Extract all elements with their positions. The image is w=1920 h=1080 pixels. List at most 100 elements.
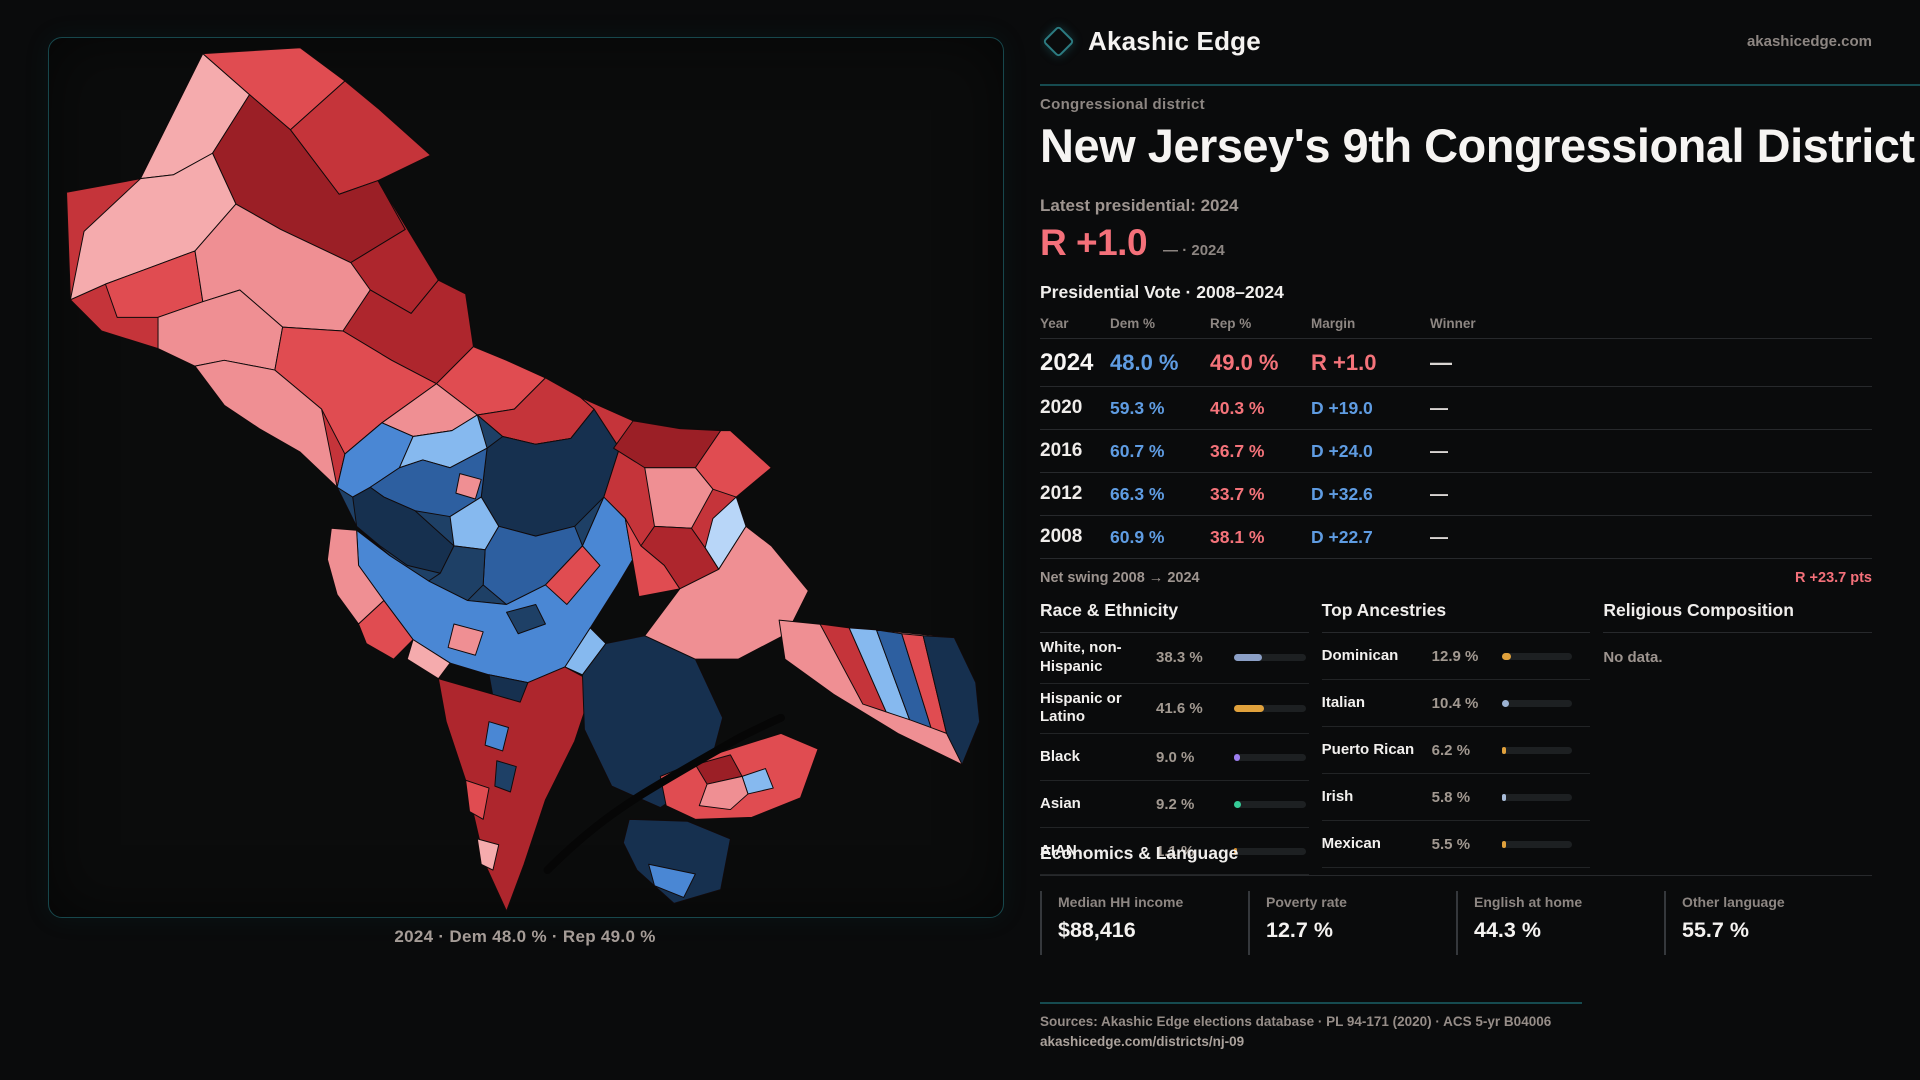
vote-table-header: Year Dem % Rep % Margin Winner [1040, 309, 1872, 339]
precinct-region [437, 666, 595, 912]
vote-dem-cell: 48.0 % [1110, 349, 1179, 375]
demographic-bar-fill [1501, 652, 1511, 660]
col-winner: Winner [1430, 316, 1476, 331]
col-rep: Rep % [1210, 316, 1252, 331]
vote-rep-cell: 38.1 % [1210, 526, 1265, 547]
precinct-region [624, 518, 681, 598]
net-swing-row: Net swing 2008 → 2024 R +23.7 pts [1040, 570, 1872, 586]
demographic-value: 10.4 % [1431, 694, 1479, 712]
stat-card: Other language 55.7 % [1664, 891, 1872, 955]
col-margin: Margin [1311, 316, 1356, 331]
demographic-bar-fill [1234, 800, 1241, 808]
demographic-bar-fill [1234, 847, 1237, 855]
demographic-bar-track [1501, 699, 1572, 707]
demographic-bar-track [1501, 652, 1572, 660]
ancestries-section: Top Ancestries Dominican 12.9 % Italian 10.… [1321, 600, 1591, 875]
demographic-label: Hispanic or Latino [1040, 689, 1122, 726]
religion-heading: Religious Composition [1603, 600, 1873, 633]
precinct-region [648, 863, 696, 898]
sources-line: Sources: Akashic Edge elections database… [1040, 1014, 1552, 1029]
demographic-bar-fill [1234, 704, 1264, 712]
demographic-value: 5.8 % [1431, 788, 1471, 806]
demographic-bar-track [1501, 840, 1572, 848]
demographic-label: Asian [1040, 794, 1081, 812]
col-dem: Dem % [1110, 316, 1156, 331]
precinct-region [698, 775, 749, 811]
vote-dem-cell: 59.3 % [1110, 397, 1165, 418]
vote-winner-cell: — [1430, 440, 1448, 461]
demographic-row: Italian 10.4 % [1321, 680, 1591, 727]
economics-section: Economics & Language Median HH income $88… [1040, 843, 1872, 955]
demographic-label: Puerto Rican [1321, 740, 1415, 758]
demographic-bar-track [1501, 746, 1572, 754]
demographic-bar-track [1234, 654, 1306, 662]
demographic-value: 6.2 % [1431, 741, 1471, 759]
stat-label: Other language [1682, 894, 1785, 910]
demographic-bar-fill [1501, 793, 1506, 801]
ancestries-heading: Top Ancestries [1321, 600, 1591, 633]
demographic-label: Dominican [1321, 646, 1399, 664]
demographic-value: 1.1 % [1156, 842, 1195, 860]
vote-rep-cell: 33.7 % [1210, 483, 1265, 504]
demographic-value: 38.3 % [1156, 649, 1203, 667]
stat-value: $88,416 [1058, 918, 1136, 942]
demographic-label: Mexican [1321, 834, 1381, 852]
demographic-row: Asian 9.2 % [1040, 781, 1309, 828]
demographic-bar-track [1234, 800, 1306, 808]
demographic-bar-track [1234, 704, 1306, 712]
economics-heading: Economics & Language [1040, 843, 1872, 876]
precinct-region [494, 760, 517, 793]
precinct-region [922, 635, 981, 766]
district-map-panel [48, 37, 1004, 918]
precinct-region [447, 623, 484, 656]
presidential-vote-table: Year Dem % Rep % Margin Winner 2024 48.0 … [1040, 309, 1872, 559]
brand-domain-link[interactable]: akashicedge.com [1746, 33, 1872, 50]
map-caption: 2024 · Dem 48.0 % · Rep 49.0 % [394, 927, 656, 946]
vote-year-cell: 2020 [1040, 397, 1083, 418]
net-swing-value: R +23.7 pts [1795, 570, 1872, 586]
precinct-region [484, 721, 509, 752]
precinct-region [506, 603, 546, 635]
vote-margin-cell: D +19.0 [1311, 397, 1373, 418]
demographic-row: White, non-Hispanic 38.3 % [1040, 633, 1309, 684]
eyebrow-label: Congressional district [1040, 96, 1205, 113]
vote-rep-cell: 40.3 % [1210, 397, 1265, 418]
stat-card: Median HH income $88,416 [1040, 891, 1248, 955]
latest-presidential-label: Latest presidential: 2024 [1040, 196, 1239, 215]
demographic-row: Irish 5.8 % [1321, 774, 1591, 821]
stat-card: English at home 44.3 % [1456, 891, 1664, 955]
footer-divider [1040, 1002, 1582, 1004]
demographic-bar-fill [1501, 840, 1506, 848]
permalink[interactable]: akashicedge.com/districts/nj-09 [1040, 1034, 1245, 1049]
vote-table-row: 2016 60.7 % 36.7 % D +24.0 — [1040, 430, 1872, 473]
vote-table-row: 2008 60.9 % 38.1 % D +22.7 — [1040, 516, 1872, 559]
demographic-bar-fill [1501, 746, 1506, 754]
precinct-region [622, 818, 731, 904]
vote-table-row: 2024 48.0 % 49.0 % R +1.0 — [1040, 339, 1872, 387]
vote-winner-cell: — [1430, 526, 1448, 547]
page-title: New Jersey's 9th Congressional District [1040, 119, 1915, 172]
religion-empty-state: No data. [1603, 649, 1663, 666]
demographic-row: Black 9.0 % [1040, 734, 1309, 781]
vote-year-cell: 2016 [1040, 440, 1083, 461]
stat-value: 44.3 % [1474, 918, 1541, 942]
headline-margin: R +1.0 — · 2024 [1040, 222, 1225, 264]
stat-label: Median HH income [1058, 894, 1184, 910]
vote-table-row: 2020 59.3 % 40.3 % D +19.0 — [1040, 387, 1872, 430]
demographic-row: Dominican 12.9 % [1321, 633, 1591, 680]
demographic-bar-track [1234, 753, 1306, 761]
vote-rep-cell: 49.0 % [1210, 349, 1279, 375]
diamond-icon [1042, 25, 1075, 58]
stat-card: Poverty rate 12.7 % [1248, 891, 1456, 955]
demographic-label: White, non-Hispanic [1040, 639, 1122, 675]
precinct-region [476, 838, 500, 871]
precinct-region [544, 545, 601, 605]
demographic-value: 5.5 % [1431, 835, 1471, 853]
precinct-region [465, 779, 490, 820]
demographic-row: AIAN 1.1 % [1040, 828, 1309, 875]
vote-margin-cell: D +22.7 [1311, 526, 1373, 547]
vote-dem-cell: 60.9 % [1110, 526, 1165, 547]
col-year: Year [1040, 316, 1069, 331]
margin-suffix: — · 2024 [1163, 242, 1225, 259]
vote-year-cell: 2024 [1040, 348, 1094, 376]
